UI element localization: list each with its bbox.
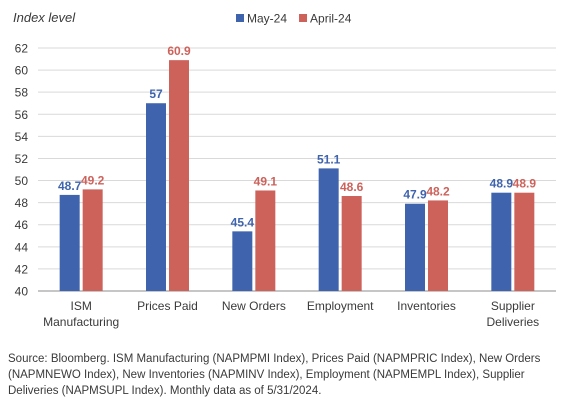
bar [146, 103, 166, 292]
bar [514, 192, 535, 291]
bar [428, 200, 448, 291]
x-tick-label: Deliveries [486, 315, 539, 329]
y-axis-title: Index level [13, 10, 76, 25]
bar [491, 192, 512, 291]
y-tick-label: 44 [15, 240, 29, 254]
bar [341, 196, 362, 291]
data-label: 60.9 [167, 44, 191, 58]
y-tick-label: 60 [15, 64, 29, 78]
source-note: Source: Bloomberg. ISM Manufacturing (NA… [8, 353, 541, 397]
y-tick-label: 42 [15, 262, 29, 276]
bar [232, 231, 253, 291]
x-tick-label: Prices Paid [137, 299, 198, 313]
x-tick-label: Employment [307, 299, 374, 313]
y-tick-label: 54 [15, 130, 29, 144]
data-label: 49.2 [81, 173, 105, 187]
bar [318, 168, 339, 291]
data-label: 48.6 [340, 180, 364, 194]
bar-chart: Index level 40 42 44 46 48 50 52 54 56 58 60 62 May-2… [13, 10, 556, 329]
y-tick-label: 40 [15, 285, 29, 299]
bar [82, 189, 103, 291]
bar [169, 60, 189, 292]
y-tick-label: 56 [15, 108, 29, 122]
data-label: 47.9 [403, 188, 427, 202]
y-tick-label: 50 [15, 174, 29, 188]
x-tick-label: Supplier [491, 299, 535, 313]
legend-swatch [236, 14, 244, 22]
x-tick-label: New Orders [222, 299, 286, 313]
legend-label: April-24 [310, 12, 352, 26]
legend-swatch [299, 14, 308, 22]
y-tick-label: 58 [15, 86, 29, 100]
bar [59, 194, 80, 291]
data-label: 48.2 [426, 184, 450, 198]
chart-area: Index level 40 42 44 46 48 50 52 54 56 58 60 62 May-2… [13, 10, 556, 329]
data-label: 57 [149, 87, 163, 101]
x-tick-label: Manufacturing [43, 315, 119, 329]
data-label: 49.1 [254, 174, 278, 188]
x-tick-label: ISM [70, 299, 91, 313]
data-label: 48.7 [58, 179, 82, 193]
bar [255, 190, 276, 291]
y-tick-label: 48 [15, 196, 29, 210]
data-label: 51.1 [317, 152, 341, 166]
y-tick-label: 52 [15, 152, 29, 166]
y-tick-label: 62 [15, 42, 29, 56]
y-tick-label: 46 [15, 218, 29, 232]
data-label: 48.9 [490, 177, 514, 191]
legend-label: May-24 [247, 12, 287, 26]
bar [405, 203, 425, 291]
x-tick-label: Inventories [397, 299, 456, 313]
data-label: 48.9 [513, 177, 537, 191]
data-label: 45.4 [231, 215, 255, 229]
